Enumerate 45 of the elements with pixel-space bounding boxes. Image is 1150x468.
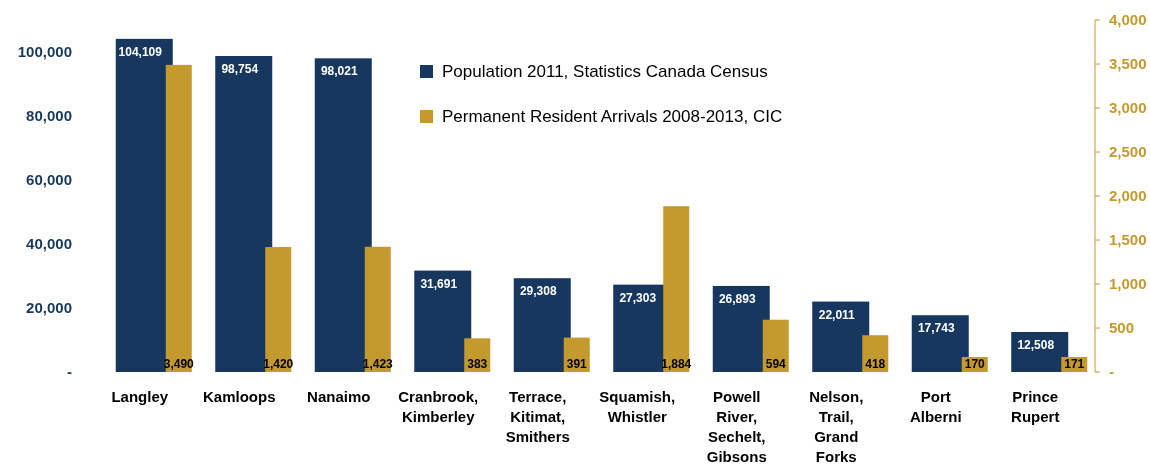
x-tick-label: Squamish, Whistler — [599, 388, 676, 425]
x-tick-label: Prince Rupert — [1011, 388, 1060, 425]
y-tick-label: 100,000 — [17, 43, 72, 60]
x-tick-label: Kamloops — [202, 388, 276, 405]
x-tick-label: Langley — [111, 388, 169, 405]
bar — [265, 247, 292, 372]
data-label: 171 — [1064, 357, 1085, 371]
y2-tick-label: 2,000 — [1109, 187, 1147, 204]
x-tick-label: Port Alberni — [909, 388, 962, 425]
y2-tick-label: 1,000 — [1109, 275, 1147, 292]
legend-label: Permanent Resident Arrivals 2008-2013, CIC — [442, 107, 783, 126]
data-label: 418 — [865, 357, 886, 371]
data-label: 12,508 — [1017, 337, 1055, 352]
y-tick-label: 20,000 — [26, 299, 72, 316]
data-label: 27,303 — [619, 290, 657, 305]
x-tick-label: Terrace, Kitimat, Smithers — [505, 388, 570, 445]
data-label: 170 — [964, 357, 986, 371]
data-label: 383 — [467, 357, 488, 371]
x-tick-label: Powell River, Sechelt, Gibsons — [706, 388, 767, 465]
y2-tick-label: - — [1109, 363, 1114, 380]
y2-tick-label: 500 — [1109, 319, 1135, 336]
y2-tick-label: 4,000 — [1109, 11, 1147, 28]
y2-tick-label: 3,500 — [1109, 55, 1147, 72]
data-label: 22,011 — [818, 307, 856, 322]
bar — [364, 246, 391, 372]
data-label: 98,754 — [221, 61, 259, 76]
data-label: 104,109 — [118, 44, 163, 59]
data-label: 594 — [765, 357, 787, 371]
y-tick-label: 60,000 — [26, 171, 72, 188]
data-label: 26,893 — [718, 291, 756, 306]
y2-tick-label: 3,000 — [1109, 99, 1147, 116]
data-label: 29,308 — [519, 284, 557, 299]
legend-label: Population 2011, Statistics Canada Census — [442, 62, 768, 81]
y-tick-label: 40,000 — [26, 235, 72, 252]
data-label: 31,691 — [420, 276, 458, 291]
x-tick-label: Cranbrook, Kimberley — [398, 388, 479, 425]
x-tick-label: Nelson, Trail, Grand Forks — [809, 388, 864, 465]
y2-tick-label: 2,500 — [1109, 143, 1147, 160]
data-label: 391 — [566, 357, 588, 371]
y-tick-label: - — [67, 363, 72, 380]
data-label: 98,021 — [320, 64, 358, 79]
y-tick-label: 80,000 — [26, 107, 72, 124]
x-tick-label: Nanaimo — [307, 388, 371, 405]
y2-tick-label: 1,500 — [1109, 231, 1147, 248]
data-label: 17,743 — [917, 321, 955, 336]
